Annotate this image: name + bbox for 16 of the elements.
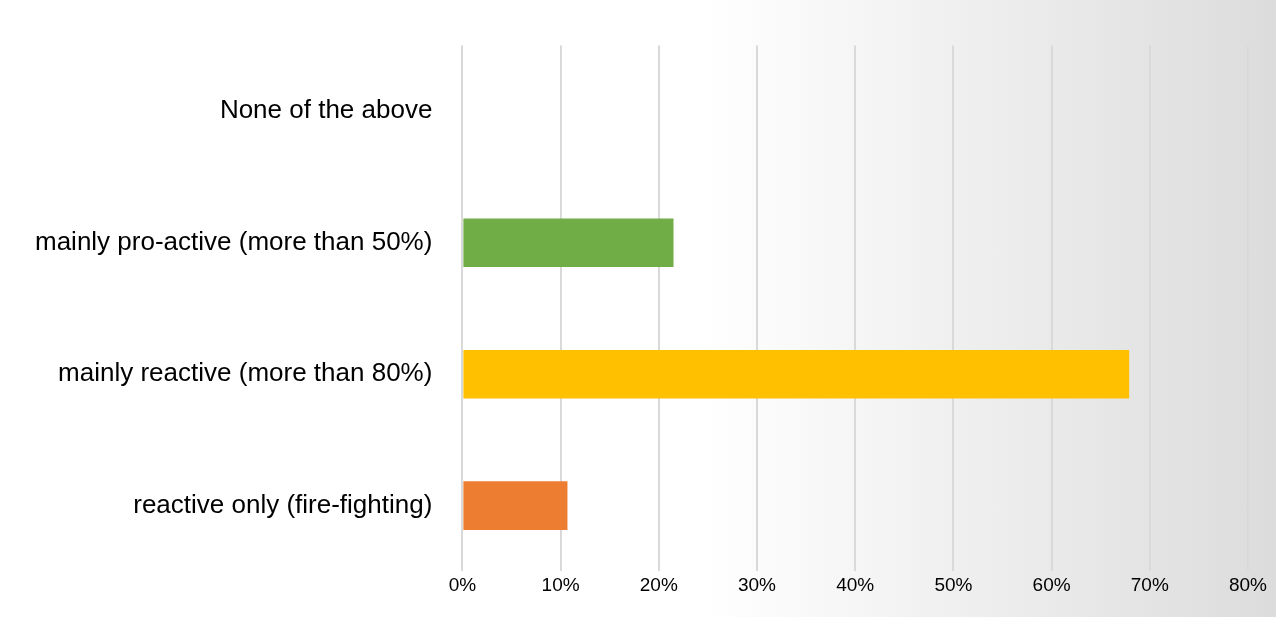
x-tick-label: 80% <box>1228 574 1268 596</box>
y-tick-label: None of the above <box>219 94 433 125</box>
x-tick-label: 20% <box>639 574 678 596</box>
x-tick-label: 10% <box>541 574 580 596</box>
x-tick-label: 50% <box>934 574 973 596</box>
bar <box>463 349 1130 399</box>
bar <box>463 481 568 530</box>
x-tick-label: 60% <box>1032 574 1071 596</box>
y-tick-label: mainly pro-active (more than 50%) <box>34 225 433 256</box>
x-tick-label: 0% <box>448 574 477 596</box>
y-tick-label: mainly reactive (more than 80%) <box>58 357 433 388</box>
x-tick-label: 70% <box>1130 574 1169 596</box>
x-tick-label: 40% <box>836 574 875 596</box>
bar <box>463 218 674 268</box>
y-tick-label: reactive only (fire-fighting) <box>133 488 433 519</box>
x-tick-label: 30% <box>737 574 777 596</box>
